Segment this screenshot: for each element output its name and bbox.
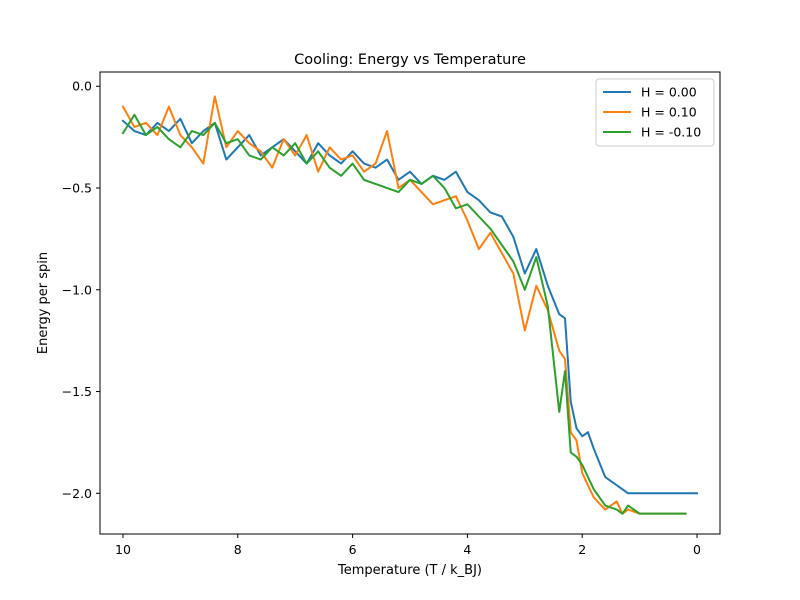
x-tick-label: 4 [463,542,471,557]
y-axis-ticks: 0.0 −0.5 −1.0 −1.5 −2.0 [62,79,100,501]
y-tick-label: −1.5 [62,384,92,399]
axes-frame [99,71,721,535]
y-tick-label: −2.0 [62,486,92,501]
legend: H = 0.00 H = 0.10 H = -0.10 [595,78,715,147]
y-axis-label: Energy per spin [36,252,51,354]
x-tick-label: 2 [578,542,586,557]
plot-area [99,71,721,535]
legend-label-2: H = -0.10 [641,125,701,140]
legend-box [595,78,715,147]
legend-label-1: H = 0.10 [641,105,697,120]
y-tick-label: 0.0 [72,79,92,94]
x-tick-label: 0 [693,542,701,557]
x-tick-label: 10 [115,542,131,557]
series-line-2 [121,113,687,515]
chart-title: Cooling: Energy vs Temperature [294,52,526,68]
x-tick-label: 6 [349,542,357,557]
x-axis-ticks: 10 8 6 4 2 0 [115,534,701,557]
legend-label-0: H = 0.00 [641,85,697,100]
x-axis-label: Temperature (T / k_BJ) [337,563,482,578]
x-tick-label: 8 [234,542,242,557]
series-layer [121,95,699,515]
y-tick-label: −0.5 [62,181,92,196]
y-tick-label: −1.0 [62,282,92,297]
